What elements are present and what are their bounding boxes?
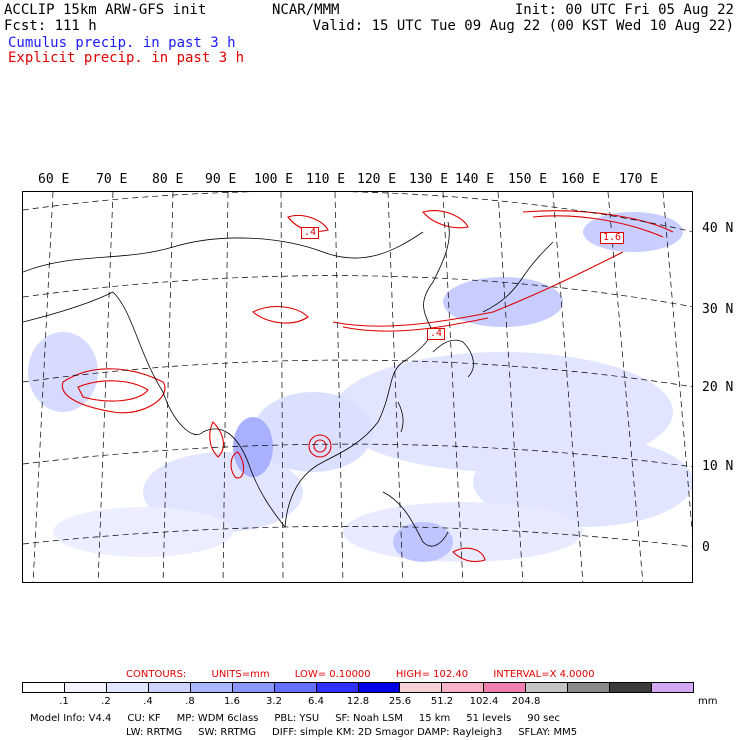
- colorbar-tick-label: .1: [59, 696, 69, 707]
- model-info-item: SFLAY: MM5: [518, 727, 578, 738]
- explicit-precip-contours: [61, 210, 674, 563]
- model-info-item: CU: KF: [127, 713, 161, 724]
- legend-cumulus: Cumulus precip. in past 3 h: [8, 35, 236, 51]
- longitude-label: 110 E: [306, 172, 346, 187]
- longitude-label: 80 E: [152, 172, 184, 187]
- colorbar-tick-label: 102.4: [469, 696, 499, 707]
- graticule: [23, 192, 692, 582]
- colorbar-tick-label: .2: [101, 696, 111, 707]
- contour-low: LOW= 0.10000: [294, 669, 371, 680]
- model-info-item: 15 km: [418, 713, 451, 724]
- colorbar-segment: [23, 683, 65, 692]
- colorbar-segment: [442, 683, 485, 692]
- contour-info: CONTOURS: UNITS=mm LOW= 0.10000 HIGH= 10…: [126, 669, 617, 680]
- plot-title: ACCLIP 15km ARW-GFS init: [4, 2, 207, 18]
- colorbar-tick-label: 12.8: [346, 696, 370, 707]
- max-label: .4: [301, 227, 320, 239]
- contour-label: CONTOURS:: [126, 669, 187, 680]
- colorbar-segment: [64, 683, 107, 692]
- colorbar-tick-label: 6.4: [308, 696, 324, 707]
- model-info-item: SF: Noah LSM: [335, 713, 403, 724]
- colorbar-tick-label: 1.6: [224, 696, 240, 707]
- model-info-item: LW: RRTMG: [126, 727, 183, 738]
- model-info-item: 90 sec: [527, 713, 560, 724]
- longitude-label: 100 E: [254, 172, 294, 187]
- longitude-label: 160 E: [561, 172, 601, 187]
- colorbar-tick-label: 3.2: [266, 696, 282, 707]
- max-label: .4: [427, 328, 446, 340]
- colorbar-segment: [358, 683, 401, 692]
- colorbar-tick-label: .4: [143, 696, 153, 707]
- precip-map: .4 1.6 .4: [22, 191, 693, 583]
- model-info-item: MP: WDM 6class: [176, 713, 259, 724]
- cumulus-precip-shading: [28, 212, 692, 562]
- colorbar: [22, 682, 694, 693]
- colorbar-tick-label: 51.2: [430, 696, 454, 707]
- longitude-label: 150 E: [508, 172, 548, 187]
- colorbar-units: mm: [698, 696, 718, 707]
- contour-interval: INTERVAL=X 4.0000: [493, 669, 595, 680]
- center-label: NCAR/MMM: [272, 2, 340, 18]
- longitude-label: 120 E: [357, 172, 397, 187]
- colorbar-segment: [484, 683, 527, 692]
- longitude-label: 90 E: [205, 172, 237, 187]
- latitude-label: 20 N: [702, 380, 734, 395]
- colorbar-segment: [148, 683, 191, 692]
- colorbar-tick-label: .8: [185, 696, 195, 707]
- colorbar-segment: [652, 683, 693, 692]
- latitude-label: 30 N: [702, 302, 734, 317]
- longitude-label: 140 E: [455, 172, 495, 187]
- longitude-label: 60 E: [38, 172, 70, 187]
- colorbar-segment: [232, 683, 275, 692]
- legend-explicit: Explicit precip. in past 3 h: [8, 50, 245, 66]
- forecast-hour: Fcst: 111 h: [4, 18, 97, 34]
- longitude-label: 70 E: [96, 172, 128, 187]
- model-info-line1: Model Info: V4.4 CU: KF MP: WDM 6class PBL:…: [30, 713, 576, 724]
- longitude-label: 130 E: [409, 172, 449, 187]
- model-info-item: 51 levels: [466, 713, 512, 724]
- model-info-item: Model Info: V4.4: [30, 713, 112, 724]
- colorbar-segment: [610, 683, 653, 692]
- colorbar-segment: [568, 683, 611, 692]
- model-info-item: SW: RRTMG: [198, 727, 257, 738]
- colorbar-segment: [274, 683, 317, 692]
- colorbar-segment: [190, 683, 233, 692]
- map-canvas: [23, 192, 692, 582]
- colorbar-segment: [106, 683, 149, 692]
- latitude-label: 40 N: [702, 221, 734, 236]
- contour-high: HIGH= 102.40: [395, 669, 469, 680]
- colorbar-segment: [526, 683, 569, 692]
- max-label: 1.6: [600, 232, 625, 244]
- model-info-item: PBL: YSU: [274, 713, 320, 724]
- colorbar-tick-label: 25.6: [388, 696, 412, 707]
- init-time: Init: 00 UTC Fri 05 Aug 22: [514, 2, 734, 18]
- colorbar-segment: [316, 683, 359, 692]
- colorbar-tick-label: 204.8: [511, 696, 541, 707]
- valid-time: Valid: 15 UTC Tue 09 Aug 22 (00 KST Wed …: [312, 18, 734, 34]
- longitude-label: 170 E: [619, 172, 659, 187]
- model-info-line2: LW: RRTMG SW: RRTMG DIFF: simple KM: 2D Sm…: [126, 727, 593, 738]
- latitude-label: 10 N: [702, 459, 734, 474]
- model-info-item: DIFF: simple KM: 2D Smagor DAMP: Rayleig…: [272, 727, 503, 738]
- latitude-label: 0: [702, 540, 710, 555]
- contour-units: UNITS=mm: [211, 669, 270, 680]
- colorbar-segment: [400, 683, 443, 692]
